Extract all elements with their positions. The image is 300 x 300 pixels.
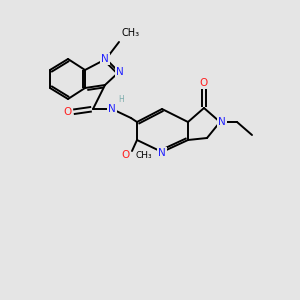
Text: N: N <box>218 117 226 127</box>
Text: CH₃: CH₃ <box>135 152 152 160</box>
Text: N: N <box>101 54 109 64</box>
Text: H: H <box>118 95 124 104</box>
Text: O: O <box>200 78 208 88</box>
Text: N: N <box>116 67 124 77</box>
Text: O: O <box>122 150 130 160</box>
Text: N: N <box>158 148 166 158</box>
Text: O: O <box>63 107 71 117</box>
Text: CH₃: CH₃ <box>121 28 139 38</box>
Text: N: N <box>108 104 116 114</box>
